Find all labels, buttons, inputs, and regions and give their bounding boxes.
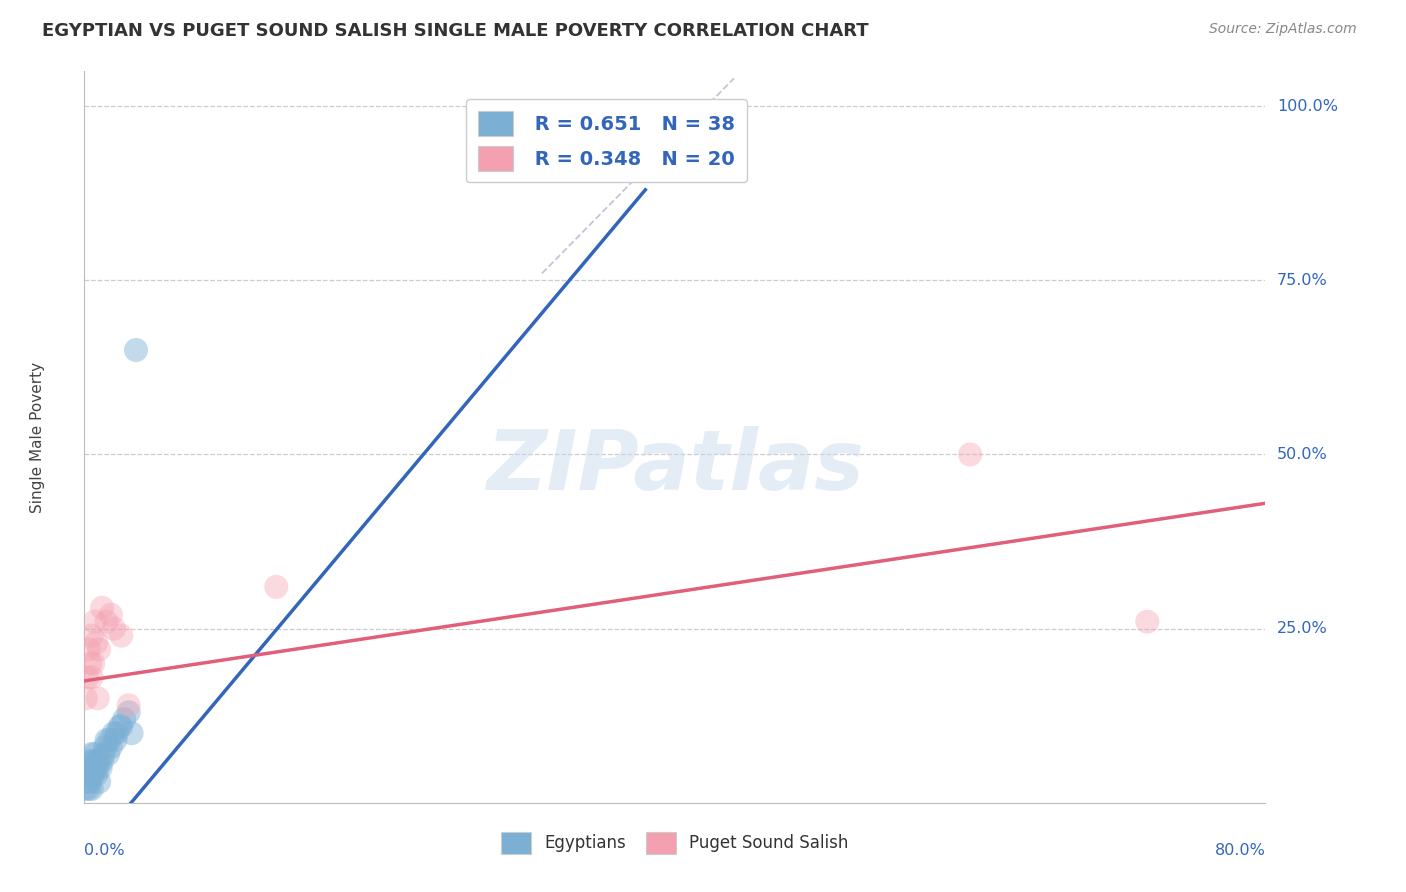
Point <box>76 768 98 782</box>
Point <box>84 768 107 782</box>
Point <box>84 635 107 649</box>
Point <box>110 719 132 733</box>
Point <box>112 712 135 726</box>
Point <box>91 600 114 615</box>
Point <box>79 657 101 671</box>
Text: 25.0%: 25.0% <box>1277 621 1327 636</box>
Point <box>83 761 105 775</box>
Text: 80.0%: 80.0% <box>1215 843 1265 858</box>
Point <box>79 768 101 782</box>
Point <box>100 607 122 622</box>
Point <box>75 691 97 706</box>
Point <box>959 448 981 462</box>
Point <box>75 781 97 796</box>
Point <box>82 657 104 671</box>
Point <box>79 754 101 768</box>
Point <box>108 719 131 733</box>
Point <box>96 615 118 629</box>
Point <box>80 761 103 775</box>
Point <box>83 747 105 761</box>
Point <box>87 754 111 768</box>
Point <box>94 740 117 755</box>
Text: 0.0%: 0.0% <box>84 843 125 858</box>
Text: Source: ZipAtlas.com: Source: ZipAtlas.com <box>1209 22 1357 37</box>
Point <box>118 698 141 713</box>
Point <box>1136 615 1159 629</box>
Point <box>84 754 107 768</box>
Point <box>86 691 108 706</box>
Point <box>266 580 288 594</box>
Legend: Egyptians, Puget Sound Salish: Egyptians, Puget Sound Salish <box>495 826 855 860</box>
Point <box>79 775 101 789</box>
Text: ZIPatlas: ZIPatlas <box>486 425 863 507</box>
Point <box>80 629 103 643</box>
Point <box>76 775 98 789</box>
Point <box>82 768 104 782</box>
Point <box>104 733 127 747</box>
Point <box>103 622 125 636</box>
Point <box>77 781 100 796</box>
Text: 50.0%: 50.0% <box>1277 447 1327 462</box>
Point <box>125 343 148 357</box>
Point <box>100 740 122 755</box>
Point <box>121 726 143 740</box>
Point <box>93 747 115 761</box>
Point <box>80 670 103 684</box>
Point <box>82 754 104 768</box>
Point <box>87 642 111 657</box>
Point <box>77 761 100 775</box>
Point <box>80 781 103 796</box>
Text: 75.0%: 75.0% <box>1277 273 1327 288</box>
Point <box>86 761 108 775</box>
Point <box>110 629 132 643</box>
Point <box>83 615 105 629</box>
Point <box>634 148 657 162</box>
Point <box>80 747 103 761</box>
Point <box>118 705 141 719</box>
Point <box>76 670 98 684</box>
Point <box>97 747 120 761</box>
Point <box>87 775 111 789</box>
Point <box>98 733 121 747</box>
Point <box>103 726 125 740</box>
Text: 100.0%: 100.0% <box>1277 99 1339 113</box>
Point <box>105 726 128 740</box>
Point <box>77 642 100 657</box>
Text: Single Male Poverty: Single Male Poverty <box>30 361 45 513</box>
Point <box>96 733 118 747</box>
Point <box>91 754 114 768</box>
Text: EGYPTIAN VS PUGET SOUND SALISH SINGLE MALE POVERTY CORRELATION CHART: EGYPTIAN VS PUGET SOUND SALISH SINGLE MA… <box>42 22 869 40</box>
Point <box>90 761 112 775</box>
